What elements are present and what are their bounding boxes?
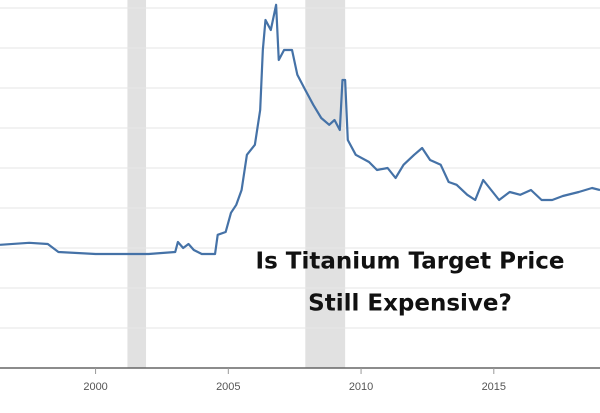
annotation: Still Expensive? bbox=[308, 291, 512, 317]
x-tick-label: 2015 bbox=[482, 381, 506, 393]
line bbox=[0, 3, 600, 256]
annotation: Is Titanium Target Price bbox=[256, 249, 565, 275]
x-tick-label: 2005 bbox=[216, 381, 240, 393]
x-tick-label: 2000 bbox=[83, 381, 107, 393]
shaded-period bbox=[305, 0, 346, 368]
shaded-period bbox=[127, 0, 147, 368]
x-tick-label: 2010 bbox=[349, 381, 373, 393]
plot: 2000 2005 2010 2015 Is Titanium Target Price… bbox=[0, 0, 600, 393]
